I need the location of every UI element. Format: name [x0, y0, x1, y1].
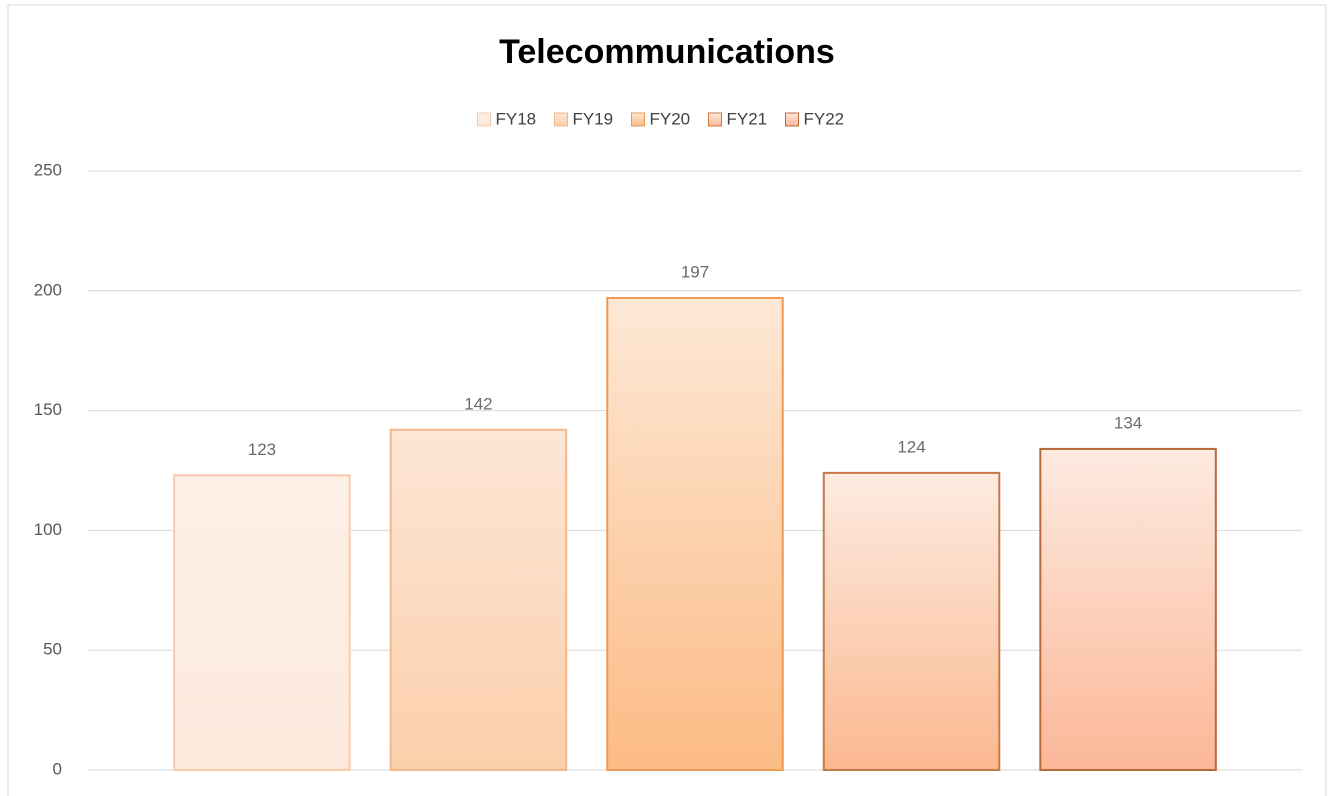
- data-label: 142: [464, 394, 492, 413]
- y-tick-label: 50: [43, 640, 62, 659]
- y-tick-label: 200: [34, 280, 62, 299]
- chart-title: Telecommunications: [499, 33, 835, 71]
- legend-label: FY20: [650, 109, 691, 128]
- data-label: 124: [897, 437, 925, 456]
- legend-label: FY21: [727, 109, 768, 128]
- bar: [606, 296, 784, 771]
- y-tick-label: 100: [34, 520, 62, 539]
- y-tick-label: 150: [34, 400, 62, 419]
- data-label: 134: [1114, 413, 1142, 432]
- bar: [389, 428, 568, 771]
- bar: [1039, 447, 1217, 771]
- y-tick-label: 0: [53, 759, 62, 778]
- legend-label: FY18: [496, 109, 537, 128]
- legend-swatch: [554, 112, 568, 127]
- data-label: 123: [248, 440, 276, 459]
- legend-swatch: [708, 112, 722, 127]
- data-label: 197: [681, 262, 709, 281]
- legend-label: FY22: [804, 109, 845, 128]
- legend-swatch: [785, 112, 799, 127]
- legend-label: FY19: [573, 109, 614, 128]
- legend-swatch: [477, 112, 491, 127]
- legend-swatch: [631, 112, 645, 127]
- bar: [173, 474, 351, 771]
- bar: [822, 471, 1001, 771]
- y-tick-label: 250: [34, 160, 62, 179]
